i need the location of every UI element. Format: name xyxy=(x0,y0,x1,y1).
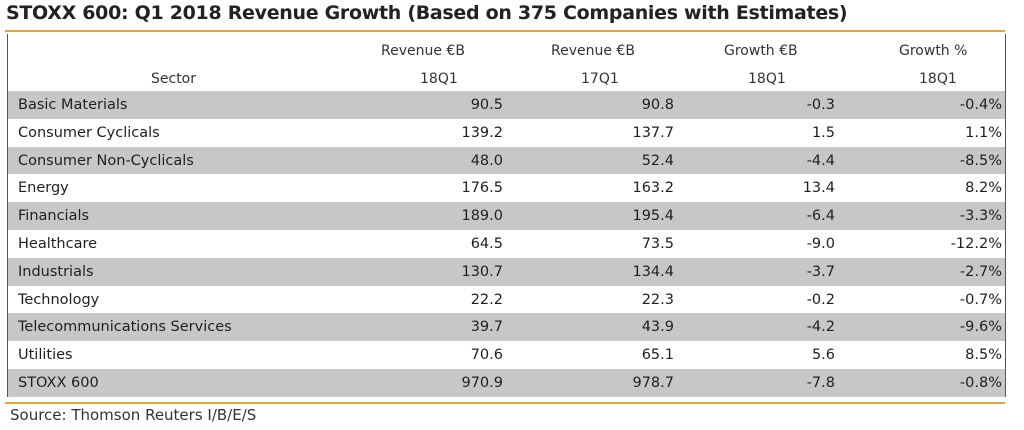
top-rule xyxy=(5,30,1005,32)
cell-sector: Energy xyxy=(18,180,69,197)
cell-revenue-18q1: 90.5 xyxy=(470,97,503,113)
cell-growth-eur: -3.7 xyxy=(806,263,835,280)
table-body: Basic Materials 90.5 90.8 -0.3 -0.4% Consumer… xyxy=(8,91,1005,397)
cell-revenue-17q1: 73.5 xyxy=(641,235,674,252)
cell-growth-pct: -0.8% xyxy=(959,374,1002,391)
cell-sector: Utilities xyxy=(18,347,73,364)
cell-revenue-18q1: 970.9 xyxy=(461,374,503,391)
table-row: Financials 189.0 195.4 -6.4 -3.3% xyxy=(8,202,1005,230)
cell-growth-pct: -8.5% xyxy=(959,152,1002,169)
header-revenue-18q1-line2: 18Q1 xyxy=(420,71,458,87)
header-growth-pct-line1: Growth % xyxy=(899,43,968,59)
cell-growth-eur: 1.5 xyxy=(811,124,835,141)
table-row: Technology 22.2 22.3 -0.2 -0.7% xyxy=(8,286,1005,314)
cell-revenue-18q1: 48.0 xyxy=(470,152,503,169)
cell-sector: Consumer Cyclicals xyxy=(18,124,160,141)
cell-revenue-18q1: 70.6 xyxy=(470,347,503,364)
cell-revenue-18q1: 22.2 xyxy=(470,291,503,308)
table-row: Utilities 70.6 65.1 5.6 8.5% xyxy=(8,341,1005,369)
cell-revenue-17q1: 195.4 xyxy=(632,208,674,225)
cell-growth-pct: 8.5% xyxy=(965,347,1002,364)
cell-growth-pct: -0.7% xyxy=(959,291,1002,308)
cell-growth-pct: -12.2% xyxy=(950,235,1002,252)
cell-revenue-18q1: 139.2 xyxy=(461,124,503,141)
table-row: Healthcare 64.5 73.5 -9.0 -12.2% xyxy=(8,230,1005,258)
revenue-table: Sector Revenue €B 18Q1 Revenue €B 17Q1 G… xyxy=(7,34,1006,397)
cell-revenue-17q1: 43.9 xyxy=(641,319,674,336)
cell-revenue-18q1: 176.5 xyxy=(461,180,503,197)
header-growth-pct-line2: 18Q1 xyxy=(919,71,957,87)
cell-growth-pct: -0.4% xyxy=(959,97,1002,113)
cell-growth-eur: -4.4 xyxy=(806,152,835,169)
chart-title: STOXX 600: Q1 2018 Revenue Growth (Based… xyxy=(6,2,848,24)
cell-revenue-17q1: 52.4 xyxy=(641,152,674,169)
cell-growth-pct: -3.3% xyxy=(959,208,1002,225)
cell-revenue-18q1: 189.0 xyxy=(461,208,503,225)
cell-revenue-18q1: 64.5 xyxy=(470,235,503,252)
cell-growth-eur: -0.2 xyxy=(806,291,835,308)
bottom-rule xyxy=(5,402,1005,404)
cell-revenue-17q1: 137.7 xyxy=(632,124,674,141)
table-header: Sector Revenue €B 18Q1 Revenue €B 17Q1 G… xyxy=(8,34,1005,90)
cell-sector: Technology xyxy=(18,291,100,308)
cell-growth-eur: -4.2 xyxy=(806,319,835,336)
header-sector: Sector xyxy=(151,71,197,87)
cell-growth-pct: -9.6% xyxy=(959,319,1002,336)
header-growth-eur-line1: Growth €B xyxy=(724,43,798,59)
header-revenue-18q1-line1: Revenue €B xyxy=(381,43,465,59)
cell-revenue-17q1: 163.2 xyxy=(632,180,674,197)
cell-growth-eur: -9.0 xyxy=(806,235,835,252)
cell-growth-eur: -6.4 xyxy=(806,208,835,225)
header-revenue-17q1-line2: 17Q1 xyxy=(581,71,619,87)
cell-sector: Financials xyxy=(18,208,90,225)
cell-revenue-17q1: 22.3 xyxy=(641,291,674,308)
cell-growth-pct: -2.7% xyxy=(959,263,1002,280)
table-row: Consumer Cyclicals 139.2 137.7 1.5 1.1% xyxy=(8,119,1005,147)
cell-growth-eur: 5.6 xyxy=(811,347,835,364)
cell-sector: STOXX 600 xyxy=(18,374,99,391)
cell-sector: Healthcare xyxy=(18,235,98,252)
cell-growth-eur: 13.4 xyxy=(802,180,835,197)
cell-growth-pct: 8.2% xyxy=(965,180,1002,197)
cell-revenue-18q1: 39.7 xyxy=(470,319,503,336)
cell-revenue-18q1: 130.7 xyxy=(461,263,503,280)
table-row: Energy 176.5 163.2 13.4 8.2% xyxy=(8,174,1005,202)
table-row: Consumer Non-Cyclicals 48.0 52.4 -4.4 -8.5% xyxy=(8,146,1005,175)
cell-sector: Industrials xyxy=(18,263,94,280)
cell-growth-pct: 1.1% xyxy=(965,124,1002,141)
cell-revenue-17q1: 978.7 xyxy=(632,374,674,391)
table-total-row: STOXX 600 970.9 978.7 -7.8 -0.8% xyxy=(8,368,1005,397)
cell-growth-eur: -0.3 xyxy=(806,97,835,113)
header-revenue-17q1-line1: Revenue €B xyxy=(551,43,635,59)
cell-sector: Basic Materials xyxy=(18,97,128,113)
source-note: Source: Thomson Reuters I/B/E/S xyxy=(10,406,257,424)
cell-growth-eur: -7.8 xyxy=(806,374,835,391)
cell-revenue-17q1: 134.4 xyxy=(632,263,674,280)
table-row: Telecommunications Services 39.7 43.9 -4.2 -… xyxy=(8,313,1005,342)
cell-sector: Telecommunications Services xyxy=(18,319,232,336)
header-growth-eur-line2: 18Q1 xyxy=(748,71,786,87)
table-row: Basic Materials 90.5 90.8 -0.3 -0.4% xyxy=(8,91,1005,119)
cell-revenue-17q1: 90.8 xyxy=(641,97,674,113)
cell-revenue-17q1: 65.1 xyxy=(641,347,674,364)
cell-sector: Consumer Non-Cyclicals xyxy=(18,152,194,169)
table-row: Industrials 130.7 134.4 -3.7 -2.7% xyxy=(8,257,1005,286)
